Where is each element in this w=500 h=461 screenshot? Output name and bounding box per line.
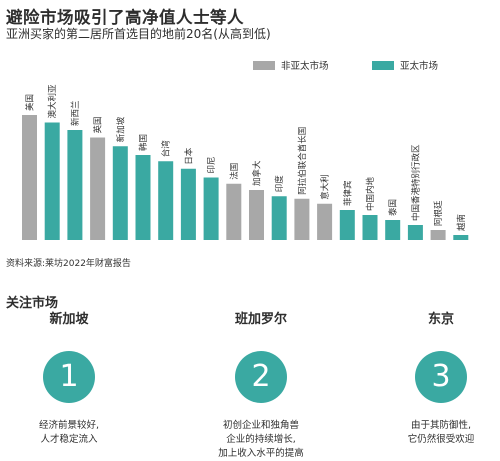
- legend-swatch-apac: [372, 60, 394, 70]
- market-name: 班加罗尔: [234, 312, 287, 327]
- bar-label-19: 阿根廷: [433, 200, 444, 226]
- bar-label-2: 澳大利亚: [47, 84, 58, 119]
- bar-label-4: 英国: [93, 116, 104, 133]
- bar-label-3: 新西兰: [70, 100, 81, 126]
- chart-subtitle: 亚洲买家的第二居所首选目的地前20名(从高到低): [6, 27, 271, 41]
- bar-4: [90, 137, 106, 240]
- bar-label-14: 意大利: [320, 174, 331, 200]
- bar-label-10: 法国: [229, 163, 240, 180]
- bar-13: [294, 198, 310, 240]
- bar-9: [203, 177, 219, 240]
- legend-swatch-non-apac: [253, 60, 275, 70]
- market-number-badge: 3: [415, 351, 467, 403]
- market-name: 新加坡: [49, 312, 89, 327]
- source-note: 资料来源:莱坊2022年财富报告: [6, 259, 131, 269]
- bar-5: [112, 146, 128, 240]
- legend-label-non-apac: 非亚太市场: [281, 61, 329, 72]
- legend-label-apac: 亚太市场: [400, 61, 439, 72]
- bar-10: [226, 183, 242, 240]
- market-description: 由于其防御性, 它仍然很受欢迎: [407, 420, 475, 445]
- bar-label-15: 菲律宾: [342, 180, 353, 206]
- bar-19: [430, 230, 446, 240]
- bar-1: [22, 115, 37, 240]
- bar-8: [180, 168, 196, 240]
- bar-label-1: 美国: [25, 94, 36, 111]
- legend-item-apac: 亚太市场: [372, 58, 438, 72]
- bar-label-7: 台湾: [161, 140, 172, 158]
- chart-title: 避险市场吸引了高净值人士等人: [6, 8, 244, 27]
- bar-2: [44, 122, 60, 240]
- bar-14: [317, 203, 333, 240]
- bar-chart: 美国 澳大利亚 新西兰英国 新加坡韩国 台湾 日本印尼 法国 加拿大 印度 阿拉伯联合酋长国意大利…: [22, 84, 469, 240]
- focus-heading: 关注市场: [6, 296, 59, 311]
- bar-label-13: 阿拉伯联合酋长国: [297, 127, 308, 195]
- market-name: 东京: [427, 312, 454, 327]
- bar-label-20: 越南: [456, 214, 467, 231]
- legend-item-non-apac: 非亚太市场: [253, 58, 329, 72]
- bar-label-9: 印尼: [206, 156, 217, 173]
- bar-label-12: 印度: [274, 175, 285, 193]
- bar-label-16: 中国内地: [365, 176, 376, 211]
- bar-17: [385, 220, 401, 240]
- bar-15: [339, 210, 355, 240]
- market-card-1: 新加坡 1 经济前景较好, 人才稳定流入: [0, 310, 144, 447]
- bar-label-17: 泰国: [388, 199, 399, 216]
- market-number-badge: 1: [43, 351, 95, 403]
- bar-label-8: 日本: [183, 147, 194, 165]
- market-card-3: 东京 3 由于其防御性, 它仍然很受欢迎: [366, 310, 500, 447]
- market-description: 初创企业和独角兽 企业的持续增长, 加上收入水平的提高: [218, 420, 304, 459]
- bar-11: [249, 190, 264, 240]
- bar-12: [271, 196, 287, 240]
- bar-label-11: 加拿大: [252, 160, 263, 186]
- bar-3: [67, 130, 83, 240]
- bar-label-6: 韩国: [138, 134, 149, 151]
- market-card-2: 班加罗尔 2 初创企业和独角兽 企业的持续增长, 加上收入水平的提高: [186, 310, 336, 461]
- bar-6: [135, 155, 151, 240]
- bar-20: [453, 235, 469, 240]
- bar-label-5: 新加坡: [115, 116, 126, 142]
- bar-18: [407, 225, 423, 240]
- bar-label-18: 中国香港特别行政区: [410, 144, 421, 221]
- bar-16: [362, 215, 378, 240]
- market-description: 经济前景较好, 人才稳定流入: [38, 420, 100, 445]
- market-number-badge: 2: [235, 351, 287, 403]
- bar-7: [158, 161, 174, 240]
